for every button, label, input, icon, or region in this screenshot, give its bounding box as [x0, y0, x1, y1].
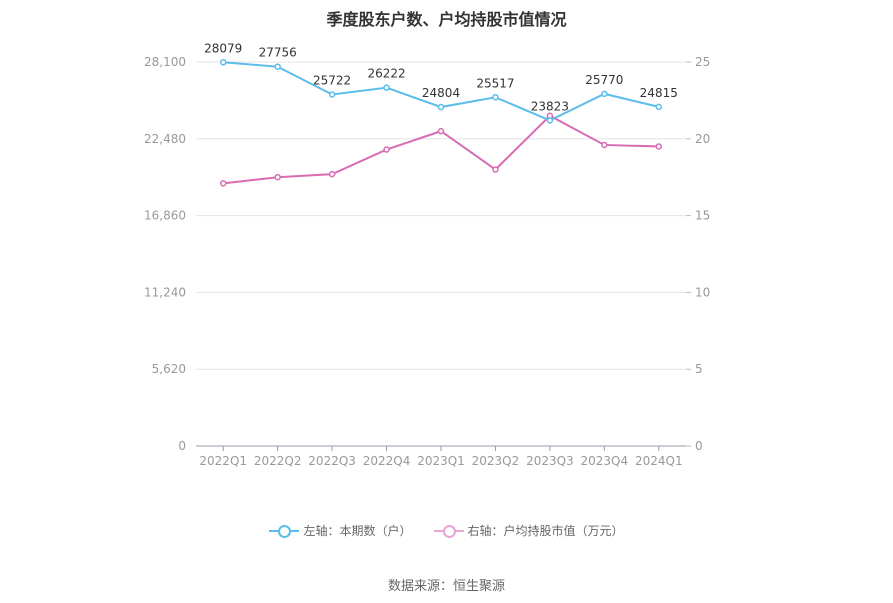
x-tick-label: 2022Q1 — [199, 454, 247, 468]
point-holders — [383, 84, 390, 91]
y-left-tick-label: 0 — [178, 439, 186, 453]
y-right-tick-label: 5 — [695, 362, 703, 376]
legend-item-right[interactable]: 右轴：户均持股市值（万元） — [433, 522, 624, 539]
x-tick-label: 2024Q1 — [635, 454, 683, 468]
x-tick-label: 2022Q4 — [363, 454, 411, 468]
data-label-holders: 28079 — [204, 41, 242, 55]
y-right-tick-label: 10 — [695, 285, 710, 299]
point-holders — [601, 90, 608, 98]
legend-line-marker-pink — [433, 524, 464, 538]
data-label-holders: 25517 — [476, 76, 514, 90]
y-left-tick-label: 11,240 — [144, 285, 186, 299]
y-right-tick-label: 0 — [695, 439, 703, 453]
point-holders — [655, 103, 663, 111]
y-left-tick-label: 28,100 — [144, 55, 186, 69]
data-label-holders: 26222 — [367, 67, 405, 81]
legend-item-left[interactable]: 左轴：本期数（户） — [269, 522, 412, 539]
y-right-tick-label: 20 — [695, 132, 710, 146]
x-tick-label: 2022Q3 — [308, 454, 356, 468]
x-tick-label: 2022Q2 — [254, 454, 302, 468]
point-avg-holding-value — [492, 166, 499, 173]
point-avg-holding-value — [274, 173, 281, 181]
y-left-tick-label: 5,620 — [152, 362, 186, 376]
data-label-holders: 24815 — [640, 86, 678, 100]
point-avg-holding-value — [655, 143, 663, 150]
chart-title: 季度股东户数、户均持股市值情况 — [326, 10, 567, 29]
y-left-tick-label: 16,860 — [144, 209, 186, 223]
x-tick-label: 2023Q2 — [472, 454, 520, 468]
point-avg-holding-value — [437, 127, 445, 135]
y-left-tick-label: 22,480 — [144, 132, 186, 146]
point-holders — [437, 103, 445, 111]
data-label-holders: 23823 — [531, 99, 569, 113]
point-holders — [328, 91, 336, 98]
y-right-tick-label: 15 — [695, 209, 710, 223]
data-label-holders: 24804 — [422, 86, 460, 100]
data-label-holders: 25722 — [313, 73, 351, 87]
series-line-avg-holding-value — [223, 114, 659, 185]
legend-label-left: 左轴：本期数（户） — [303, 524, 412, 538]
x-tick-label: 2023Q1 — [417, 454, 465, 468]
data-label-holders: 27756 — [259, 46, 297, 60]
point-holders — [546, 117, 554, 124]
y-right-tick-label: 25 — [695, 55, 710, 69]
data-label-holders: 25770 — [585, 73, 623, 87]
x-tick-label: 2023Q4 — [581, 454, 629, 468]
x-tick-label: 2023Q3 — [526, 454, 574, 468]
legend-line-marker-blue — [269, 524, 300, 538]
point-holders — [274, 63, 281, 70]
legend: 左轴：本期数（户） 右轴：户均持股市值（万元） — [0, 522, 893, 539]
point-holders — [492, 94, 499, 101]
point-holders — [219, 59, 227, 66]
point-avg-holding-value — [601, 141, 608, 149]
point-avg-holding-value — [328, 170, 336, 178]
point-avg-holding-value — [383, 146, 390, 153]
legend-label-right: 右轴：户均持股市值（万元） — [467, 524, 624, 538]
point-avg-holding-value — [219, 180, 227, 187]
data-source: 数据来源：恒生聚源 — [387, 579, 505, 594]
